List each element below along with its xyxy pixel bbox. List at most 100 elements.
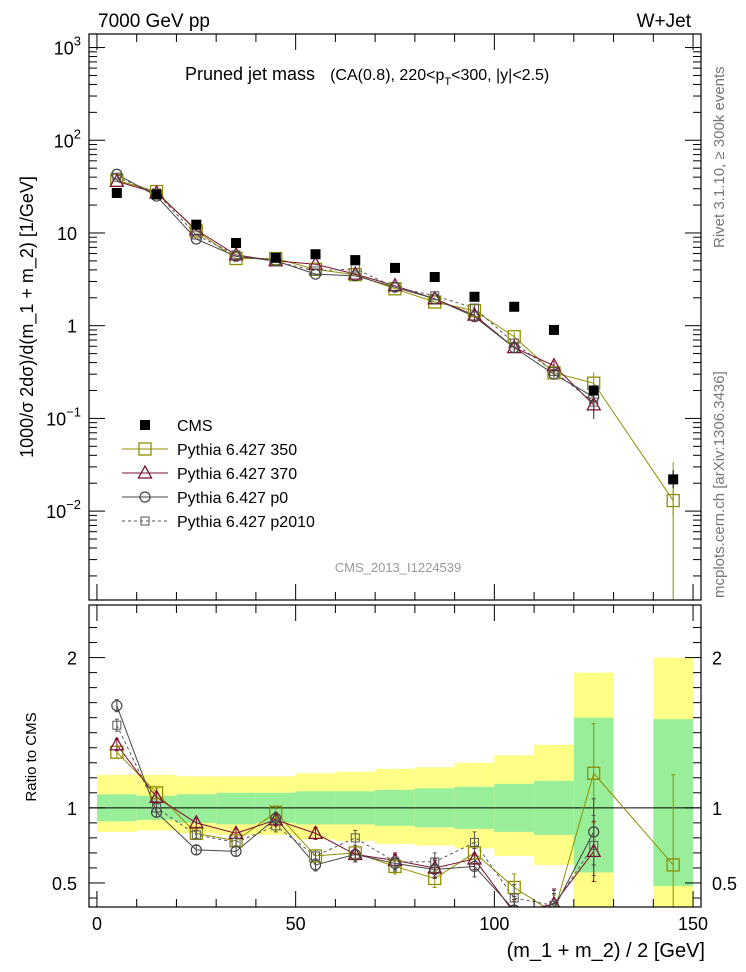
- ratio-point-p2010: [311, 851, 321, 861]
- main-point-p350: [467, 304, 482, 318]
- main-point-p0: [309, 268, 322, 280]
- ratio-y-tick-label-right: 1: [712, 799, 722, 819]
- ratio-y-axis-label: Ratio to CMS: [23, 712, 40, 801]
- ratio-point-p370: [547, 895, 561, 907]
- ratio-point-p350: [507, 880, 521, 895]
- ratio-point-p0: [509, 904, 519, 907]
- ratio-point-p0: [588, 826, 600, 838]
- main-y-tick-label: 10: [57, 224, 77, 244]
- ratio-point-p2010: [509, 893, 519, 903]
- x-tick-label: 150: [678, 914, 708, 934]
- legend-marker-p2010: [140, 516, 150, 526]
- main-point-p2010: [112, 172, 122, 182]
- ratio-point-p370: [512, 904, 516, 907]
- ratio-point-p370: [427, 859, 443, 874]
- main-point-p370: [387, 277, 403, 292]
- ratio-panel-marks: [109, 699, 680, 907]
- legend-marker-p370: [137, 464, 153, 479]
- ratio-point-p2010: [271, 821, 281, 831]
- ratio-point-p0: [548, 902, 560, 907]
- main-point-p0: [429, 293, 441, 305]
- main-panel-marks: [109, 168, 680, 600]
- ratio-point-p350: [666, 858, 680, 872]
- main-point-p2010: [549, 367, 559, 377]
- ratio-point-p2010: [390, 857, 400, 867]
- main-point-p370: [109, 173, 125, 188]
- ratio-y-tick-label: 2: [67, 649, 77, 669]
- ratio-point-p0: [349, 848, 361, 861]
- ratio-y-tick-label: 1: [67, 799, 77, 819]
- main-y-tick-label: 10−1: [46, 404, 81, 429]
- main-point-p2010: [430, 291, 440, 301]
- cms-data-point: [151, 189, 162, 200]
- cms-data-point: [548, 324, 559, 335]
- legend: CMS Pythia 6.427 350 Pythia 6.427 370 Pythi…: [122, 418, 315, 531]
- ratio-point-p350: [149, 786, 164, 800]
- ratio-point-p350: [110, 745, 124, 759]
- main-point-p370: [546, 357, 562, 372]
- cms-data-point: [310, 249, 321, 260]
- main-point-p0: [349, 270, 361, 282]
- main-point-p350: [666, 493, 680, 508]
- plot-title-sub-subscript: T: [444, 76, 451, 88]
- ratio-point-p2010: [469, 837, 479, 847]
- x-axis-label: (m_1 + m_2) / 2 [GeV]: [507, 940, 705, 962]
- x-tick-label: 100: [479, 914, 509, 934]
- cms-data-point: [350, 255, 361, 266]
- cms-data-point: [390, 262, 400, 273]
- main-point-p370: [586, 396, 602, 411]
- legend-label-cms: CMS: [177, 418, 213, 435]
- main-point-p2010: [509, 338, 519, 348]
- main-panel-frame: [88, 33, 702, 601]
- ratio-panel-frame: [88, 604, 702, 908]
- cms-data-point: [270, 252, 281, 263]
- ratio-point-p0: [150, 806, 163, 818]
- main-series-line-p0: [116, 173, 594, 398]
- main-point-p2010: [469, 303, 479, 313]
- ratio-point-p350: [547, 906, 561, 907]
- ratio-band-inner: [216, 792, 256, 825]
- ratio-point-p0: [468, 860, 481, 873]
- main-y-tick-label: 1: [67, 317, 77, 337]
- ratio-point-p370: [307, 825, 324, 840]
- main-point-p2010: [390, 282, 400, 292]
- ratio-point-p370: [586, 843, 602, 858]
- main-point-p370: [466, 306, 483, 321]
- main-y-tick-label: 103: [54, 34, 81, 59]
- plot-title-sub: (CA(0.8), 220<p: [330, 67, 444, 84]
- plot-title-sub-end: <300, |y|<2.5): [451, 67, 549, 84]
- ratio-point-p0: [190, 844, 202, 856]
- main-series-line-p2010: [116, 176, 595, 403]
- main-point-p0: [111, 168, 123, 180]
- ratio-panel-axes: 0.5 0.5 1 1 2 2 0 50 100 150: [52, 605, 737, 934]
- cms-data-point: [191, 219, 202, 230]
- main-point-p0: [508, 342, 520, 354]
- ratio-point-p0: [111, 700, 123, 712]
- legend-marker-p0: [139, 491, 151, 503]
- main-point-p2010: [311, 266, 321, 276]
- x-tick-label: 0: [92, 914, 102, 934]
- legend-label-p0: Pythia 6.427 p0: [177, 490, 288, 507]
- ratio-point-p2010: [191, 830, 201, 840]
- header-left: 7000 GeV pp: [98, 11, 210, 32]
- legend-label-p370: Pythia 6.427 370: [177, 466, 297, 483]
- ratio-point-p370: [268, 811, 284, 826]
- cms-data-point: [231, 237, 242, 248]
- legend-label-p2010: Pythia 6.427 p2010: [177, 514, 315, 531]
- main-point-p2010: [191, 230, 201, 240]
- ratio-y-tick-label: 0.5: [52, 874, 77, 894]
- main-y-axis-label: 1000/σ 2dσ)/d(m_1 + m_2) [1/GeV]: [17, 176, 38, 458]
- main-point-p0: [389, 281, 401, 293]
- ratio-point-p0: [270, 812, 282, 824]
- cms-data-point: [509, 301, 520, 312]
- main-y-tick-label: 10−2: [46, 497, 81, 522]
- analysis-watermark: CMS_2013_I1224539: [335, 560, 462, 575]
- ratio-point-p0: [429, 863, 441, 876]
- main-point-p0: [190, 233, 202, 245]
- cms-data-point: [429, 272, 440, 283]
- plot-title: Pruned jet mass (CA(0.8), 220<pT<300, |y…: [185, 64, 549, 88]
- legend-marker-p350: [138, 442, 152, 456]
- ratio-y-tick-label-right: 0.5: [712, 874, 737, 894]
